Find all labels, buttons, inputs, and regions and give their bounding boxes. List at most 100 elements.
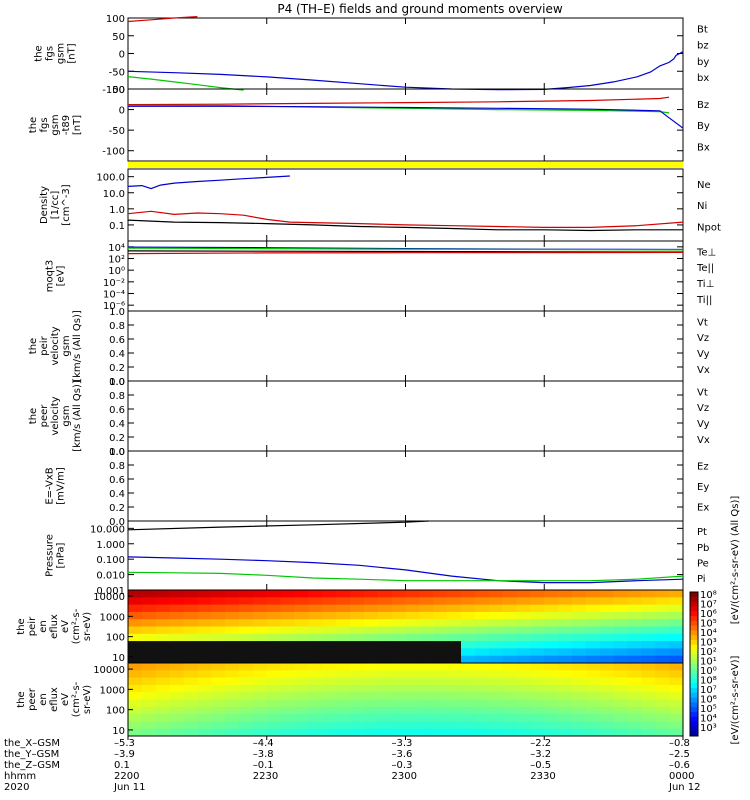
spectrogram-cell — [433, 619, 448, 627]
spectrogram-cell — [377, 728, 393, 737]
y-tick-label: 0.0 — [109, 377, 125, 388]
spectrogram-cell — [294, 684, 309, 693]
spectrogram-cell — [336, 619, 351, 627]
spectrogram-cell — [363, 714, 379, 722]
spectrogram-cell — [266, 633, 282, 642]
spectrogram-cell — [308, 677, 323, 686]
spectrogram-cell — [419, 655, 434, 664]
spectrogram-cell — [155, 619, 171, 627]
spectrogram-cell — [350, 714, 365, 722]
spectrogram-cell — [530, 648, 545, 657]
spectrogram-cell — [363, 633, 379, 642]
legend-entry: Pb — [697, 543, 709, 554]
spectrogram-cell — [530, 626, 545, 635]
legend-entry: Pe — [697, 558, 709, 569]
colorbar-cell — [690, 664, 698, 670]
spectrogram-cell — [585, 706, 601, 715]
spectrogram-cell — [183, 648, 198, 657]
spectrogram-cell — [613, 626, 628, 635]
spectrogram-cell — [669, 677, 684, 686]
spectrogram-cell — [197, 663, 212, 671]
spectrogram-cell — [183, 692, 198, 700]
spectrogram-cell — [516, 728, 531, 737]
spectrogram-cell — [322, 699, 337, 708]
spectrogram-cell — [322, 641, 337, 649]
spectrogram-cell — [405, 633, 420, 642]
spectrogram-cell — [516, 590, 531, 598]
spectrogram-cell — [516, 663, 531, 671]
spectrogram-cell — [322, 684, 337, 693]
spectrogram-cell — [655, 611, 670, 620]
spectrogram-cell — [488, 633, 504, 642]
spectrogram-cell — [627, 684, 642, 693]
spectrogram-cell — [197, 619, 212, 627]
spectrogram-cell — [433, 692, 448, 700]
colorbar-cell — [690, 697, 698, 703]
y-tick-label: 100 — [106, 706, 125, 717]
spectrogram-cell — [572, 648, 587, 657]
spectrogram-cell — [183, 626, 198, 635]
spectrogram-cell — [544, 728, 559, 737]
spectrogram-cell — [474, 626, 490, 635]
spectrogram-cell — [433, 728, 448, 737]
spectrogram-cell — [474, 590, 490, 598]
colorbar-cell — [690, 716, 698, 723]
spectrogram-cell — [461, 663, 476, 671]
spectrogram-cell — [155, 590, 171, 598]
spectrogram-cell — [405, 684, 420, 693]
spectrogram-cell — [572, 706, 587, 715]
spectrogram-cell — [155, 604, 171, 613]
spectrogram-cell — [488, 699, 504, 708]
spectrogram-cell — [585, 663, 601, 671]
spectrogram-cell — [419, 706, 434, 715]
spectrogram-cell — [599, 597, 615, 606]
spectrogram-cell — [655, 655, 670, 664]
spectrogram-cell — [128, 619, 143, 627]
spectrogram-cell — [197, 655, 212, 664]
spectrogram-cell — [655, 590, 670, 598]
spectrogram-cell — [225, 619, 240, 627]
spectrogram-cell — [294, 670, 309, 679]
spectrogram-cell — [252, 670, 268, 679]
legend-entry: Ne — [697, 180, 711, 191]
spectrogram-cell — [336, 670, 351, 679]
y-axis-label: E=-VxB — [45, 467, 56, 504]
spectrogram-cell — [225, 684, 240, 693]
legend-entry: Vz — [697, 403, 709, 414]
spectrogram-cell — [377, 677, 393, 686]
spectrogram-cell — [128, 663, 143, 671]
spectrogram-cell — [239, 699, 254, 708]
spectrogram-cell — [572, 655, 587, 664]
spectrogram-cell — [280, 684, 295, 693]
spectrogram-cell — [599, 670, 615, 679]
spectrogram-cell — [433, 663, 448, 671]
spectrogram-cell — [363, 677, 379, 686]
spectrogram-cell — [350, 604, 365, 613]
colorbar-cell — [690, 668, 698, 675]
spectrogram-cell — [225, 721, 240, 730]
panel-fgs_gsm_rot: 50 0 -50 -100 the fgs gsm -t89 [nT] Bz By Bx — [28, 85, 710, 162]
spectrogram-cell — [183, 663, 198, 671]
spectrogram-cell — [433, 597, 448, 606]
spectrogram-cell — [474, 611, 490, 620]
spectrogram-cell — [530, 604, 545, 613]
spectrogram-cell — [294, 604, 309, 613]
spectrogram-cell — [447, 619, 462, 627]
spectrogram-cell — [669, 714, 684, 722]
spectrogram-cell — [461, 692, 476, 700]
legend-entry: Pi — [697, 574, 706, 585]
spectrogram-cell — [641, 728, 656, 737]
spectrogram-cell — [155, 684, 171, 693]
spectrogram-cell — [350, 663, 365, 671]
spectrogram-cell — [502, 604, 517, 613]
spectrogram-cell — [336, 655, 351, 664]
panel-fgs_gsm: 100 50 0 -50 -100 the fgs gsm [nT] Bt bz by bx — [34, 14, 710, 96]
spectrogram-cell — [308, 597, 323, 606]
spectrogram-cell — [266, 590, 282, 598]
spectrogram-cell — [599, 590, 615, 598]
spectrogram-cell — [169, 633, 184, 642]
x-axis-value: Jun 11 — [113, 782, 146, 793]
spectrogram-cell — [585, 714, 601, 722]
spectrogram-cell — [252, 626, 268, 635]
